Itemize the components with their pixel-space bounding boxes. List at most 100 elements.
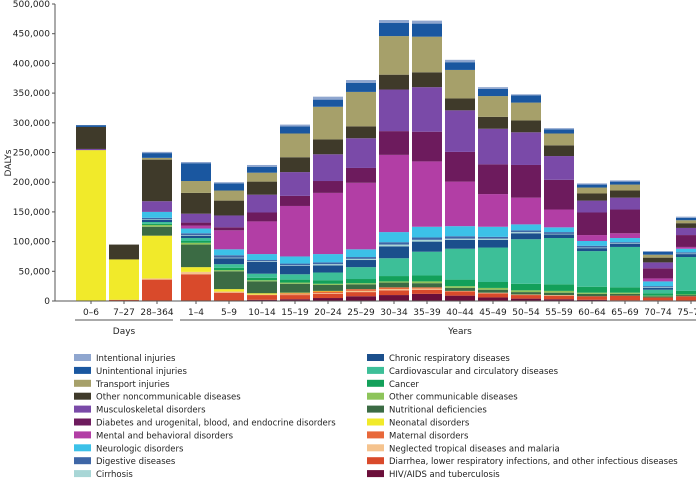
x-tick-label: 25–29: [347, 308, 375, 318]
legend-swatch: [367, 470, 384, 478]
bar-segment: [247, 260, 277, 262]
bar-segment: [676, 254, 696, 258]
bar-segment: [379, 244, 409, 247]
bar-segment: [478, 297, 508, 301]
bar-segment: [214, 258, 244, 265]
bar-segment: [109, 259, 139, 300]
bar-segment: [643, 293, 673, 296]
bar-segment: [412, 36, 442, 73]
bar-segment: [142, 217, 172, 220]
legend-item: Chronic respiratory diseases: [367, 354, 510, 364]
bar-segment: [544, 290, 574, 293]
legend-label: Cardiovascular and circulatory diseases: [389, 367, 559, 377]
bar-segment: [142, 235, 172, 279]
bar-segment: [544, 238, 574, 285]
bar-segment: [610, 190, 640, 198]
bar-segment: [142, 211, 172, 218]
bar-segment: [280, 279, 310, 283]
bar-segment: [76, 126, 106, 149]
bar-segment: [214, 292, 244, 301]
bar-segment: [181, 235, 211, 239]
bar-segment: [577, 183, 607, 185]
bar-segment: [577, 212, 607, 236]
bar-segment: [676, 246, 696, 249]
group-label: Years: [447, 327, 472, 337]
bar-segment: [313, 154, 343, 182]
bar-segment: [280, 256, 310, 264]
x-tick-label: 5–9: [221, 308, 237, 318]
bar-segment: [412, 288, 442, 290]
legend-label: Mental and behavioral disorders: [96, 431, 234, 441]
bar-segment: [610, 243, 640, 247]
legend-label: Diabetes and urogenital, blood, and endo…: [96, 419, 336, 429]
bar-segment: [379, 89, 409, 132]
bar-segment: [280, 294, 310, 296]
bar-segment: [214, 200, 244, 216]
legend-swatch: [74, 379, 91, 387]
bar-segment: [412, 241, 442, 252]
bar-segment: [181, 274, 211, 301]
x-tick-label: 55–59: [545, 308, 573, 318]
bar-segment: [280, 293, 310, 295]
bar-segment: [280, 205, 310, 257]
bar-segment: [346, 182, 376, 250]
bar-segment: [214, 230, 244, 250]
bar-segment: [313, 284, 343, 291]
bar-segment: [577, 251, 607, 287]
bar-segment: [346, 296, 376, 301]
legend-swatch: [74, 470, 91, 478]
legend-swatch: [367, 431, 384, 439]
bar-segment: [313, 280, 343, 284]
bar-segment: [214, 215, 244, 228]
bar-segment: [346, 283, 376, 285]
bar-segment: [412, 239, 442, 242]
bar-segment: [478, 287, 508, 290]
legend-swatch: [367, 354, 384, 361]
bar-segment: [313, 291, 343, 294]
bar-segment: [142, 159, 172, 202]
bar-segment: [280, 292, 310, 294]
bar-segment: [214, 227, 244, 231]
legend-swatch: [74, 405, 91, 413]
bar-segment: [181, 271, 211, 275]
bar-segment: [511, 239, 541, 284]
bar-segment: [544, 156, 574, 180]
legend-label: Neglected tropical diseases and malaria: [389, 444, 560, 454]
bar-segment: [445, 239, 475, 249]
bar-segment: [676, 248, 696, 253]
bar-segment: [280, 126, 310, 134]
bar-segment: [142, 157, 172, 160]
bar-segment: [445, 238, 475, 240]
bar-segment: [643, 257, 673, 263]
bar-segment: [478, 239, 508, 248]
bar-segment: [280, 172, 310, 196]
bar-segment: [478, 88, 508, 97]
legend-item: Diarrhea, lower respiratory infections, …: [367, 457, 678, 467]
legend-swatch: [367, 444, 384, 452]
bar-segment: [577, 286, 607, 293]
bar-segment: [511, 94, 541, 96]
legend-swatch: [74, 392, 91, 400]
legend-label: Intentional injuries: [96, 354, 176, 364]
legend-item: Musculoskeletal disorders: [74, 405, 206, 416]
bar-segment: [511, 294, 541, 296]
bar-segment: [313, 283, 343, 285]
bar-segment: [412, 251, 442, 276]
bar-segment: [346, 290, 376, 293]
bar-segment: [676, 217, 696, 221]
bar-segment: [577, 247, 607, 249]
bar-segment: [142, 151, 172, 154]
bar-segment: [247, 273, 277, 278]
bar-segment: [544, 234, 574, 239]
bar-segment: [676, 235, 696, 247]
bar-segment: [346, 260, 376, 268]
bar-segment: [346, 249, 376, 258]
bar-segment: [544, 209, 574, 228]
bar-segment: [511, 102, 541, 121]
legend-item: Unintentional injuries: [74, 366, 187, 377]
x-tick-label: 40–44: [446, 308, 474, 318]
bar-segment: [445, 286, 475, 288]
legend-item: Cancer: [367, 379, 419, 390]
x-tick-label: 60–64: [578, 308, 606, 318]
bar-segment: [412, 20, 442, 24]
